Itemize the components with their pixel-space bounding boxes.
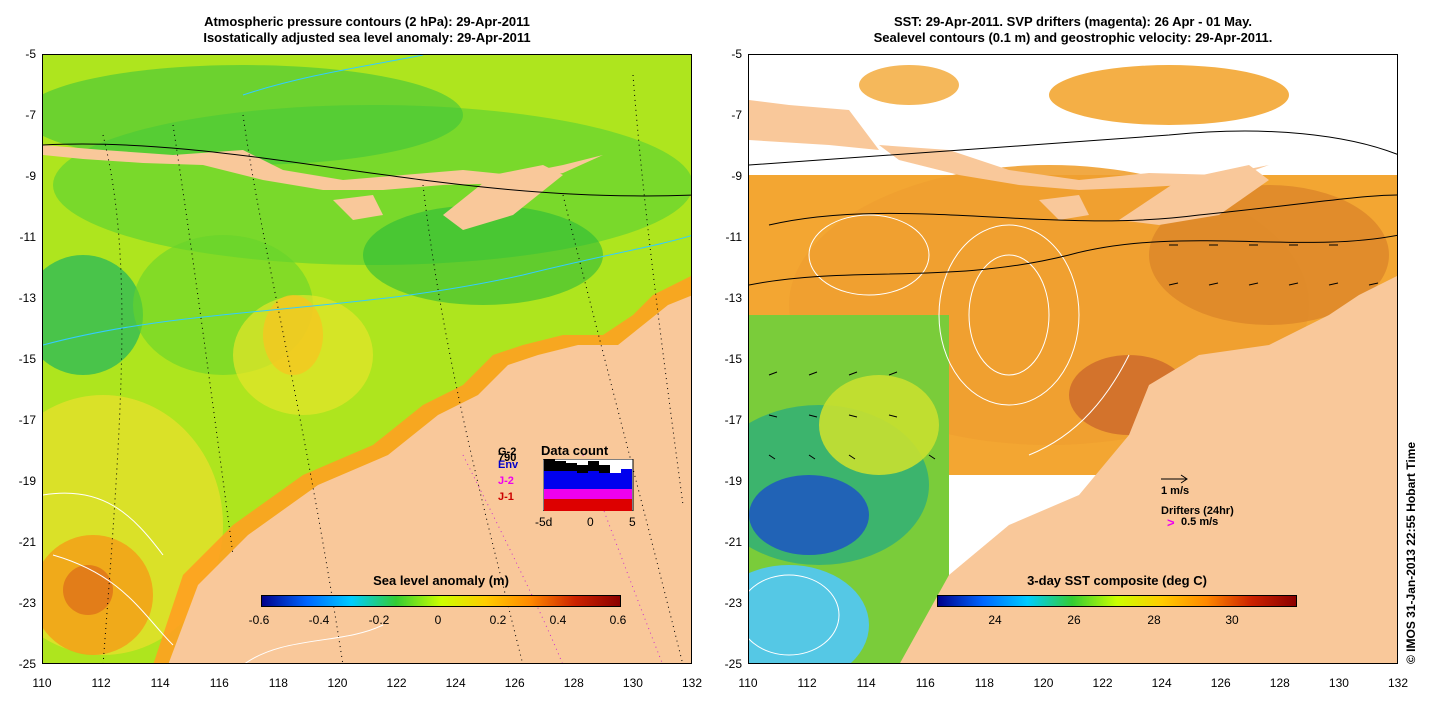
y-tick-label: -23	[724, 596, 742, 610]
right-title-line1: SST: 29-Apr-2011. SVP drifters (magenta)…	[893, 14, 1253, 29]
sla-tick: 0.6	[609, 613, 627, 627]
sst-map[interactable]: 1 m/s Drifters (24hr) > 0.5 m/s 3-day SS…	[748, 54, 1398, 664]
x-tick-label: 132	[681, 676, 703, 690]
x-tick-label: 126	[1210, 676, 1231, 690]
hist-bars	[544, 459, 632, 511]
sla-colorbar-title: Sea level anomaly (m)	[373, 573, 509, 588]
left-title-line1: Atmospheric pressure contours (2 hPa): 2…	[204, 14, 530, 29]
sla-tick: -0.2	[368, 613, 390, 627]
y-tick-label: -23	[18, 596, 36, 610]
y-tick-label: -25	[724, 657, 742, 671]
sst-tick: 28	[1147, 613, 1161, 627]
y-tick-label: -5	[25, 47, 36, 61]
y-tick-label: -9	[25, 169, 36, 183]
x-tick-label: 126	[504, 676, 525, 690]
data-count-histogram	[543, 459, 634, 511]
x-tick-label: 130	[1328, 676, 1349, 690]
x-tick-label: 124	[445, 676, 466, 690]
y-tick-label: -7	[25, 108, 36, 122]
x-tick-label: 116	[915, 676, 935, 690]
y-tick-label: -21	[724, 535, 742, 549]
sst-tick: 30	[1225, 613, 1239, 627]
sat-label-j1: J-1	[498, 491, 514, 503]
y-tick-label: -17	[18, 413, 36, 427]
sst-colorbar-title: 3-day SST composite (deg C)	[1027, 573, 1207, 588]
x-tick-label: 120	[327, 676, 348, 690]
hist-tick-minus5: -5d	[535, 515, 553, 529]
sla-tick: 0.2	[489, 613, 507, 627]
right-title: SST: 29-Apr-2011. SVP drifters (magenta)…	[748, 14, 1398, 46]
y-tick-label: -25	[18, 657, 36, 671]
sla-colorbar	[261, 595, 621, 607]
left-title: Atmospheric pressure contours (2 hPa): 2…	[42, 14, 692, 46]
x-tick-label: 122	[1092, 676, 1113, 690]
y-tick-label: -15	[724, 352, 742, 366]
sla-tick: -0.4	[308, 613, 330, 627]
drifters-scale-label: 0.5 m/s	[1181, 516, 1219, 528]
sla-tick: 0	[434, 613, 442, 627]
y-tick-label: -7	[731, 108, 742, 122]
sat-label-g2: G-2	[498, 446, 517, 458]
x-tick-label: 120	[1033, 676, 1054, 690]
sst-tick: 26	[1067, 613, 1081, 627]
y-tick-label: -11	[19, 230, 36, 244]
sea-level-anomaly-map[interactable]: Data count G-2 790 Env J-2 J-1 -5d 0 5 S…	[42, 54, 692, 664]
sst-colorbar	[937, 595, 1297, 607]
sla-map-graphic	[43, 55, 691, 663]
x-tick-label: 112	[797, 676, 817, 690]
y-tick-label: -9	[731, 169, 742, 183]
x-tick-label: 130	[622, 676, 643, 690]
data-count-title: Data count	[541, 443, 609, 458]
sst-tick: 24	[988, 613, 1002, 627]
right-title-line2: Sealevel contours (0.1 m) and geostrophi…	[873, 30, 1273, 45]
y-tick-label: -19	[18, 474, 36, 488]
drifter-marker-icon: >	[1167, 515, 1175, 530]
x-tick-label: 112	[91, 676, 111, 690]
credit-text: © IMOS 31-Jan-2013 22:55 Hobart Time	[1404, 441, 1418, 664]
y-tick-label: -19	[724, 474, 742, 488]
x-tick-label: 128	[1269, 676, 1290, 690]
x-tick-label: 114	[856, 676, 876, 690]
y-tick-label: -17	[724, 413, 742, 427]
x-tick-label: 116	[209, 676, 229, 690]
x-tick-label: 118	[974, 676, 994, 690]
x-tick-label: 114	[150, 676, 170, 690]
x-tick-label: 124	[1151, 676, 1172, 690]
sla-tick: 0.4	[549, 613, 567, 627]
velocity-scale-arrow	[1161, 474, 1188, 484]
sla-tick: -0.6	[248, 613, 270, 627]
left-title-line2: Isostatically adjusted sea level anomaly…	[203, 30, 531, 45]
sat-label-env: Env	[498, 459, 519, 471]
sat-label-790: 790	[498, 452, 517, 464]
drifters-label: Drifters (24hr)	[1161, 505, 1234, 517]
x-tick-label: 118	[268, 676, 288, 690]
sat-label-j2: J-2	[498, 475, 514, 487]
y-tick-label: -13	[18, 291, 36, 305]
y-tick-label: -15	[18, 352, 36, 366]
sst-map-graphic	[749, 55, 1397, 663]
x-tick-label: 128	[563, 676, 584, 690]
y-tick-label: -5	[731, 47, 742, 61]
x-tick-label: 132	[1387, 676, 1409, 690]
velocity-scale-label: 1 m/s	[1161, 485, 1190, 497]
hist-tick-0: 0	[587, 515, 594, 529]
x-tick-label: 122	[386, 676, 407, 690]
y-tick-label: -21	[18, 535, 36, 549]
x-tick-label: 110	[738, 676, 758, 690]
y-tick-label: -13	[724, 291, 742, 305]
x-tick-label: 110	[32, 676, 52, 690]
hist-tick-5: 5	[629, 515, 636, 529]
y-tick-label: -11	[725, 230, 742, 244]
